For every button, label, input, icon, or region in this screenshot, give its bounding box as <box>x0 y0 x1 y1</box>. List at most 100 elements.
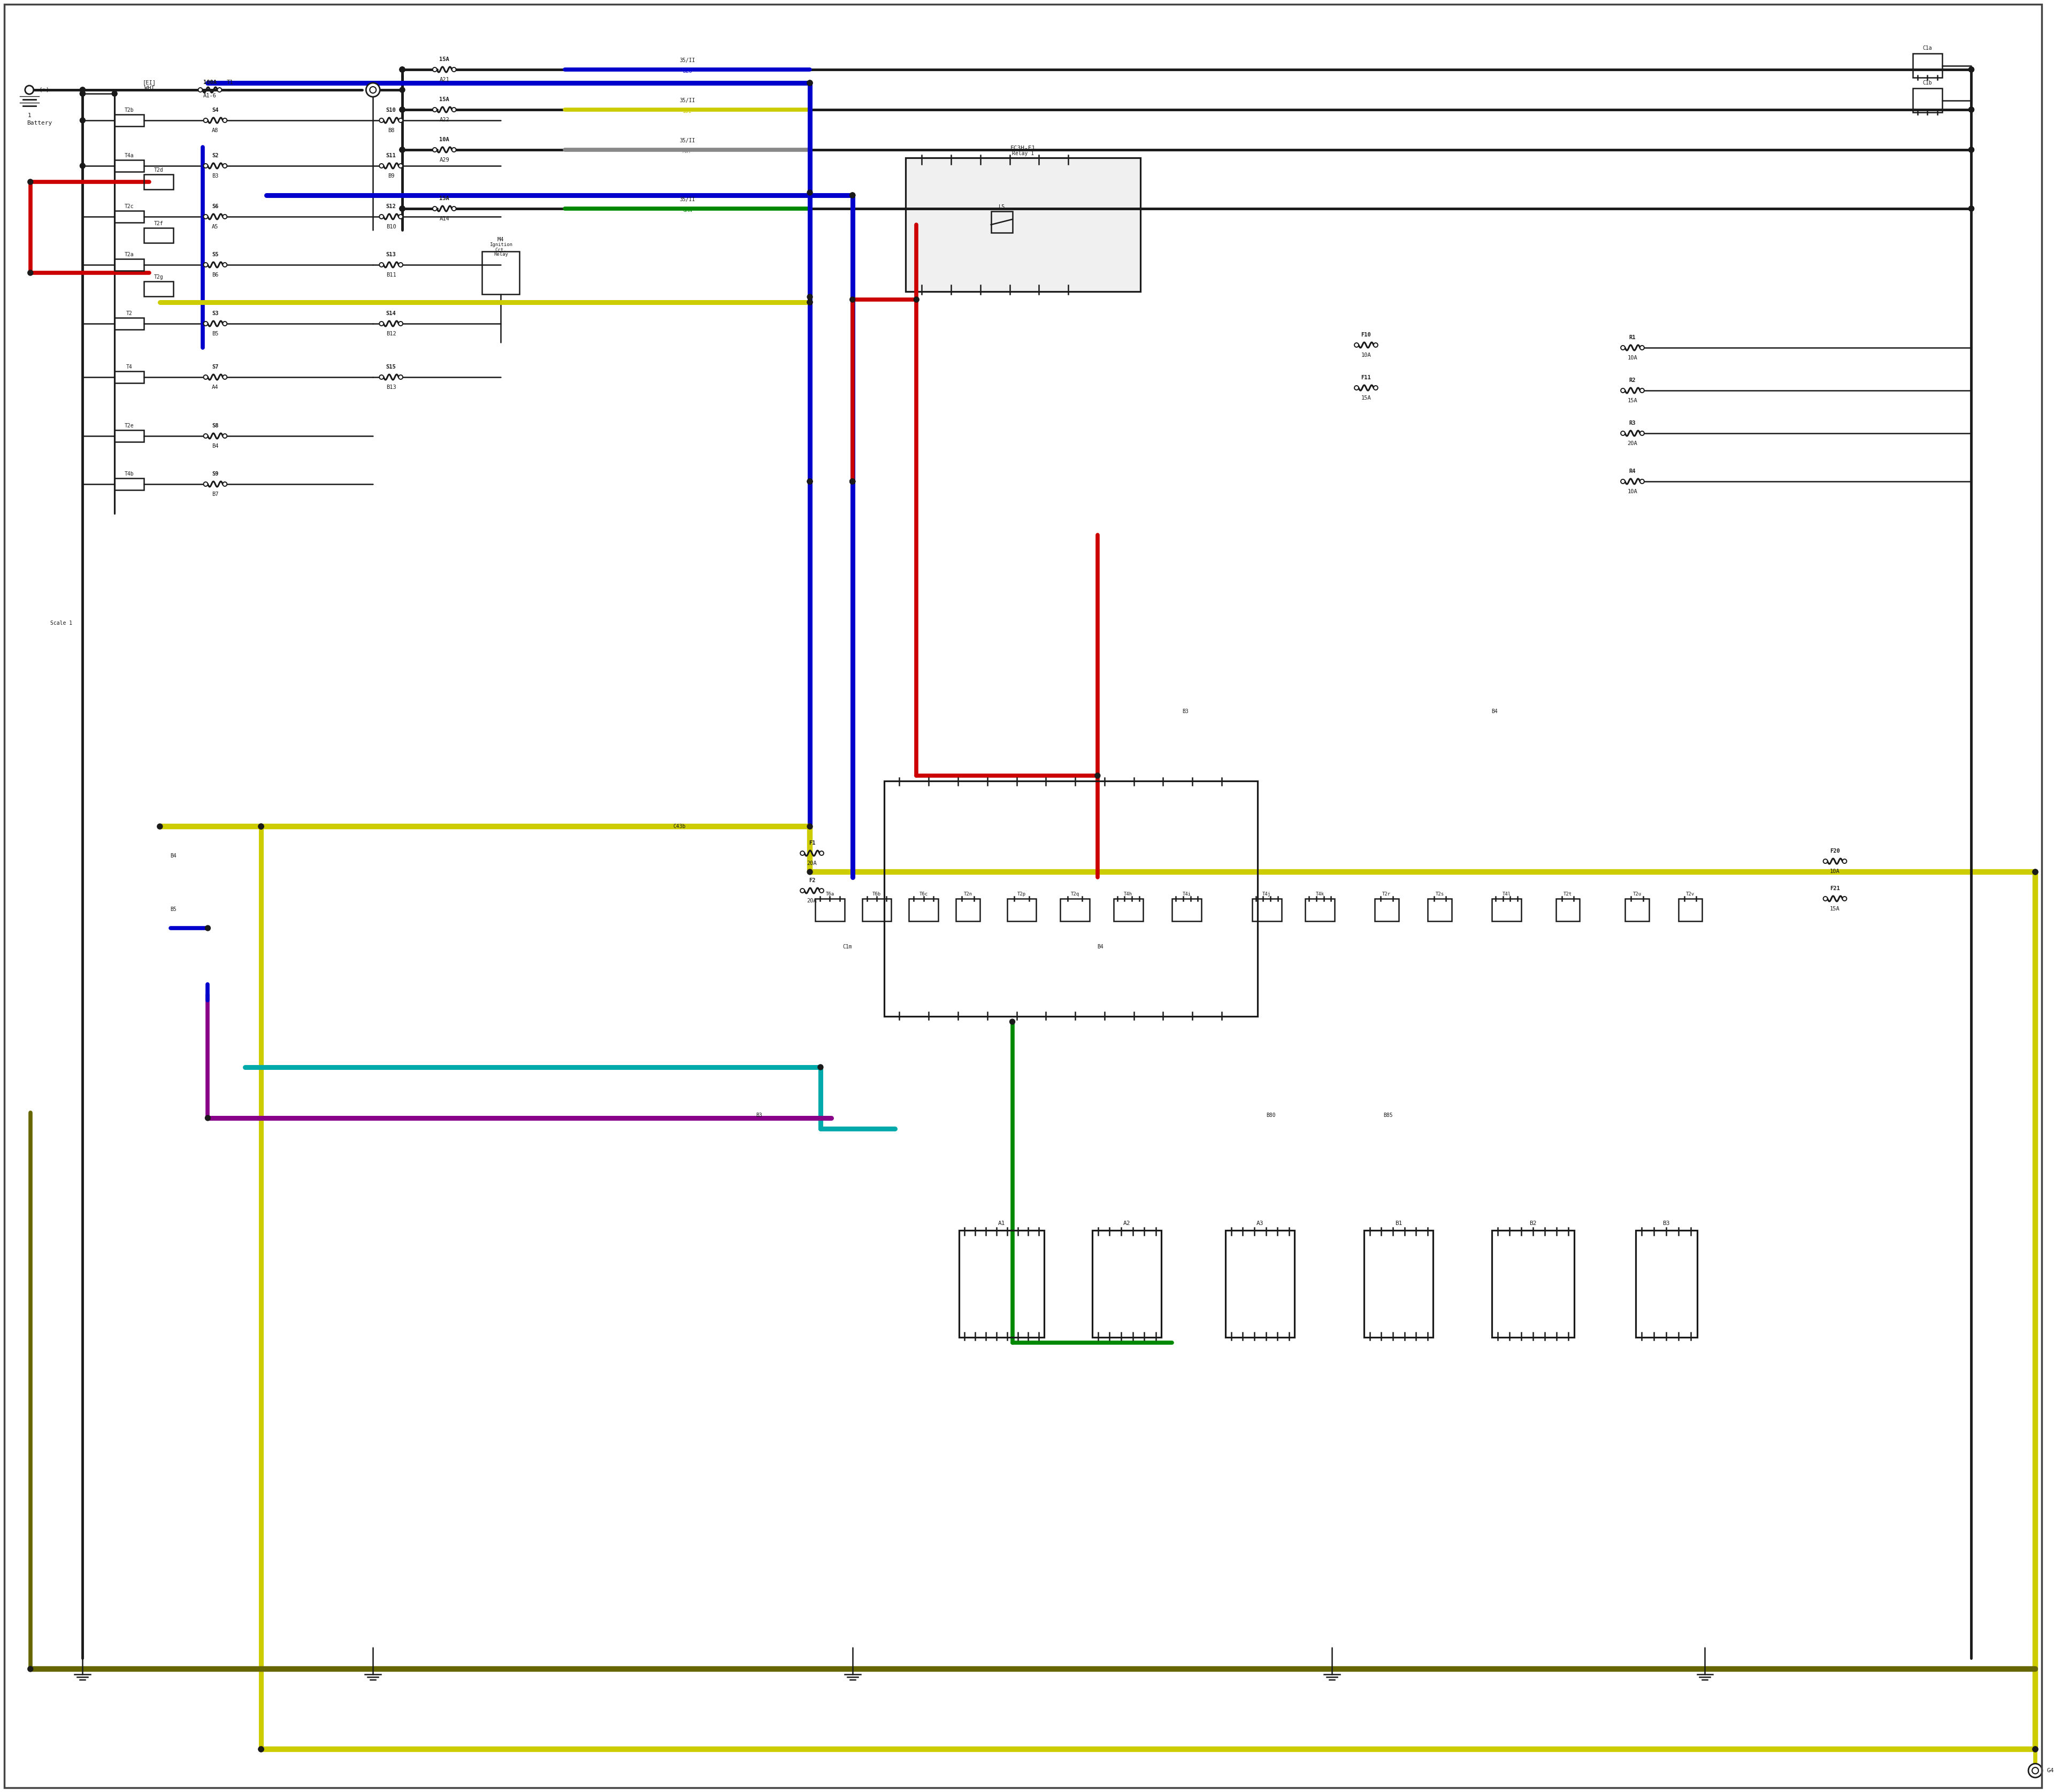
Bar <box>115 159 144 172</box>
Circle shape <box>380 118 384 122</box>
Text: T2c: T2c <box>125 204 134 210</box>
Text: T2f: T2f <box>154 220 162 226</box>
Circle shape <box>850 478 854 484</box>
Bar <box>1491 1231 1575 1337</box>
Circle shape <box>401 206 405 211</box>
Circle shape <box>401 108 405 113</box>
Text: Cct.: Cct. <box>495 247 507 253</box>
Text: R1: R1 <box>1629 335 1635 340</box>
Circle shape <box>820 889 824 892</box>
Circle shape <box>1968 66 1974 72</box>
Text: S10: S10 <box>386 108 396 113</box>
Text: 10A: 10A <box>440 136 450 142</box>
Bar <box>1173 898 1202 921</box>
Bar <box>115 115 144 125</box>
Circle shape <box>398 163 403 168</box>
Text: B80: B80 <box>1265 1113 1276 1118</box>
Circle shape <box>850 297 854 303</box>
Circle shape <box>27 271 33 276</box>
Circle shape <box>807 824 813 830</box>
Circle shape <box>1621 432 1625 435</box>
Circle shape <box>433 206 438 211</box>
Text: 10A: 10A <box>1627 489 1637 495</box>
Circle shape <box>807 81 813 86</box>
Bar <box>910 898 939 921</box>
Circle shape <box>807 294 813 299</box>
Circle shape <box>1968 206 1974 211</box>
Text: 35/II: 35/II <box>680 57 694 63</box>
Circle shape <box>914 297 918 303</box>
Bar <box>1625 898 1649 921</box>
Bar <box>115 211 144 222</box>
Circle shape <box>111 91 117 97</box>
Circle shape <box>203 163 207 168</box>
Text: T2b: T2b <box>125 108 134 113</box>
Circle shape <box>807 81 813 86</box>
Circle shape <box>401 108 405 113</box>
Circle shape <box>222 163 228 168</box>
Circle shape <box>1011 1020 1015 1025</box>
Text: B10: B10 <box>386 224 396 229</box>
Text: A14: A14 <box>440 217 450 222</box>
Circle shape <box>222 263 228 267</box>
Circle shape <box>1824 896 1828 901</box>
Circle shape <box>452 147 456 152</box>
Text: B3: B3 <box>756 1113 762 1118</box>
Bar <box>115 258 144 271</box>
Text: B13: B13 <box>386 385 396 391</box>
Text: 15A: 15A <box>1627 398 1637 403</box>
Text: T2d: T2d <box>154 167 162 172</box>
Circle shape <box>203 263 207 267</box>
Text: T4: T4 <box>125 364 131 369</box>
Text: B5: B5 <box>170 907 177 912</box>
Circle shape <box>259 824 263 830</box>
Circle shape <box>203 482 207 486</box>
Text: B2: B2 <box>1530 1220 1536 1226</box>
Text: T6b: T6b <box>873 891 881 896</box>
Text: S2: S2 <box>212 152 218 158</box>
Bar <box>1006 898 1037 921</box>
Circle shape <box>433 108 438 111</box>
Text: B4: B4 <box>170 853 177 858</box>
Text: 15A: 15A <box>440 195 450 201</box>
Circle shape <box>1639 478 1643 484</box>
Text: 35/II: 35/II <box>680 99 694 104</box>
Circle shape <box>850 478 854 484</box>
Text: S3: S3 <box>212 310 218 315</box>
Text: T2r: T2r <box>1382 891 1391 896</box>
Circle shape <box>398 321 403 326</box>
Circle shape <box>27 179 33 185</box>
Circle shape <box>222 375 228 380</box>
Circle shape <box>1968 108 1974 113</box>
Circle shape <box>401 147 405 152</box>
Circle shape <box>401 88 405 93</box>
Text: S7: S7 <box>212 364 218 369</box>
Circle shape <box>452 206 456 211</box>
Text: C1a: C1a <box>1923 45 1933 50</box>
Bar <box>1306 898 1335 921</box>
Text: B4: B4 <box>1491 710 1497 715</box>
Text: A21: A21 <box>440 77 450 82</box>
Bar <box>1428 898 1452 921</box>
Circle shape <box>850 192 854 197</box>
Circle shape <box>380 263 384 267</box>
Text: S8: S8 <box>212 423 218 428</box>
Text: S9: S9 <box>212 471 218 477</box>
Text: AW7: AW7 <box>682 149 692 154</box>
Text: T2g: T2g <box>154 274 162 280</box>
Text: B8: B8 <box>388 127 394 133</box>
Text: (+): (+) <box>39 88 49 93</box>
Text: Scale 1: Scale 1 <box>49 620 72 625</box>
Circle shape <box>850 192 854 197</box>
Bar <box>115 478 144 489</box>
Bar <box>815 898 844 921</box>
Text: T4b: T4b <box>125 471 134 477</box>
Circle shape <box>80 88 86 93</box>
Text: 1: 1 <box>27 113 31 118</box>
Text: B4: B4 <box>212 443 218 448</box>
Circle shape <box>452 68 456 72</box>
Text: A1-6: A1-6 <box>203 93 216 99</box>
Bar <box>955 898 980 921</box>
Bar <box>144 174 173 190</box>
Text: T2: T2 <box>125 310 131 315</box>
